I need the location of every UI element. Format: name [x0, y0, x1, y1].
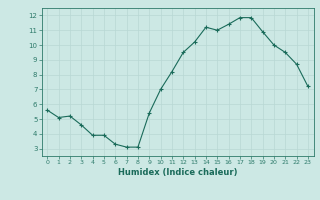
X-axis label: Humidex (Indice chaleur): Humidex (Indice chaleur) [118, 168, 237, 177]
